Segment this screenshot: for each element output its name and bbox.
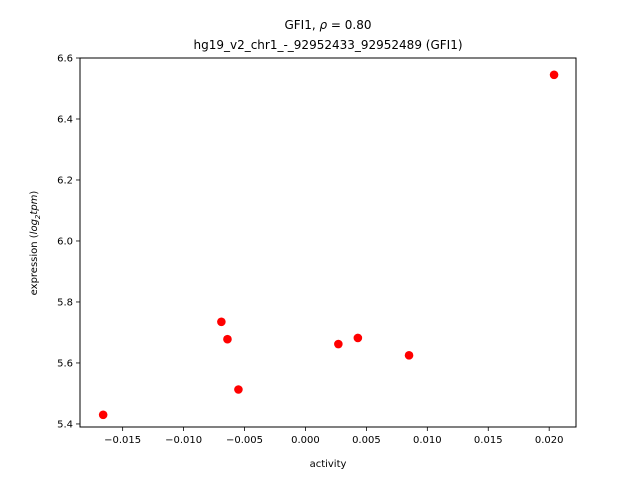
y-tick-label: 6.2 <box>57 175 73 186</box>
x-axis-ticks: −0.015 −0.010 −0.005 0.000 0.005 0.010 0.015 0.… <box>104 427 564 446</box>
x-tick-label: −0.015 <box>104 435 141 446</box>
x-tick-label: 0.000 <box>291 435 320 446</box>
plot-area <box>79 57 577 428</box>
y-tick-label: 5.8 <box>57 297 73 308</box>
data-point <box>223 334 232 344</box>
data-point <box>234 385 243 394</box>
x-axis-label: activity <box>310 459 347 470</box>
y-tick-label: 6.0 <box>57 236 73 247</box>
y-tick-label: 5.6 <box>57 358 73 369</box>
x-tick-label: −0.010 <box>165 435 202 446</box>
data-point <box>98 410 108 420</box>
chart-title-line1: GFI1, ρ = 0.80 <box>284 18 371 32</box>
y-tick-label: 6.4 <box>57 114 73 125</box>
data-point <box>353 333 363 343</box>
x-tick-label: 0.020 <box>535 435 564 446</box>
data-point <box>549 70 559 80</box>
y-tick-label: 6.6 <box>57 54 73 65</box>
y-axis-ticks: 5.4 5.6 5.8 6.0 6.2 6.4 6.6 <box>57 54 80 430</box>
x-tick-label: 0.010 <box>413 435 442 446</box>
chart-title-line2: hg19_v2_chr1_-_92952433_92952489 (GFI1) <box>193 38 462 52</box>
data-point <box>217 317 226 327</box>
data-point <box>334 339 343 349</box>
y-axis-label: expression (log2tpm) <box>29 191 42 296</box>
x-tick-label: 0.005 <box>352 435 381 446</box>
data-points <box>98 70 559 420</box>
x-tick-label: −0.005 <box>226 435 263 446</box>
y-tick-label: 5.4 <box>57 419 73 430</box>
axes-frame <box>79 57 577 428</box>
x-tick-label: 0.015 <box>474 435 503 446</box>
data-point <box>404 351 414 360</box>
